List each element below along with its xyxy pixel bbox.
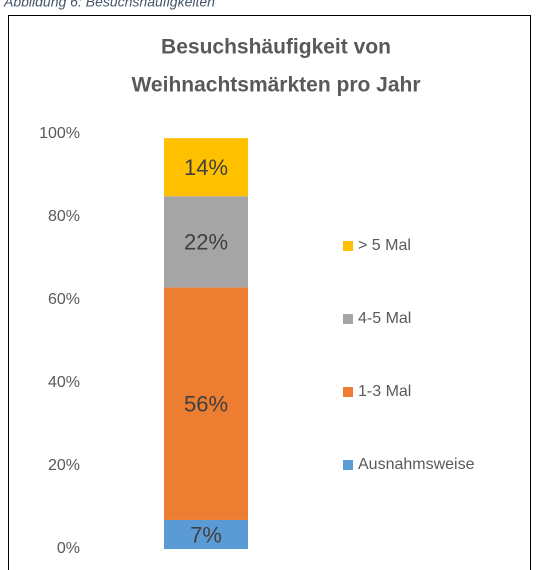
- chart-frame: [8, 15, 531, 570]
- y-tick-label: 100%: [39, 125, 80, 142]
- bar-segment: [164, 196, 248, 288]
- legend-swatch: [343, 460, 353, 470]
- legend-label: 1-3 Mal: [358, 383, 411, 400]
- bar-segment: [164, 138, 248, 197]
- value-label: 14%: [184, 155, 228, 180]
- y-tick-label: 80%: [48, 208, 80, 225]
- y-tick-label: 60%: [48, 291, 80, 308]
- value-label: 22%: [184, 230, 228, 255]
- y-tick-label: 40%: [48, 374, 80, 391]
- y-tick-label: 20%: [48, 457, 80, 474]
- bar-segment: [164, 519, 248, 549]
- legend-label: > 5 Mal: [358, 237, 411, 254]
- value-label: 56%: [184, 392, 228, 417]
- chart-title: Besuchshäufigkeit von: [161, 36, 391, 59]
- legend-swatch: [343, 314, 353, 324]
- caption: Abbildung 6: Besuchshäufigkeiten: [3, 0, 215, 10]
- y-tick-label: 0%: [57, 540, 80, 557]
- legend-label: 4-5 Mal: [358, 310, 411, 327]
- legend-label: Ausnahmsweise: [358, 456, 475, 473]
- legend-swatch: [343, 241, 353, 251]
- value-label: 7%: [190, 522, 222, 547]
- legend-swatch: [343, 387, 353, 397]
- chart-title: Weihnachtsmärkten pro Jahr: [131, 74, 420, 97]
- bar-segment: [164, 287, 248, 520]
